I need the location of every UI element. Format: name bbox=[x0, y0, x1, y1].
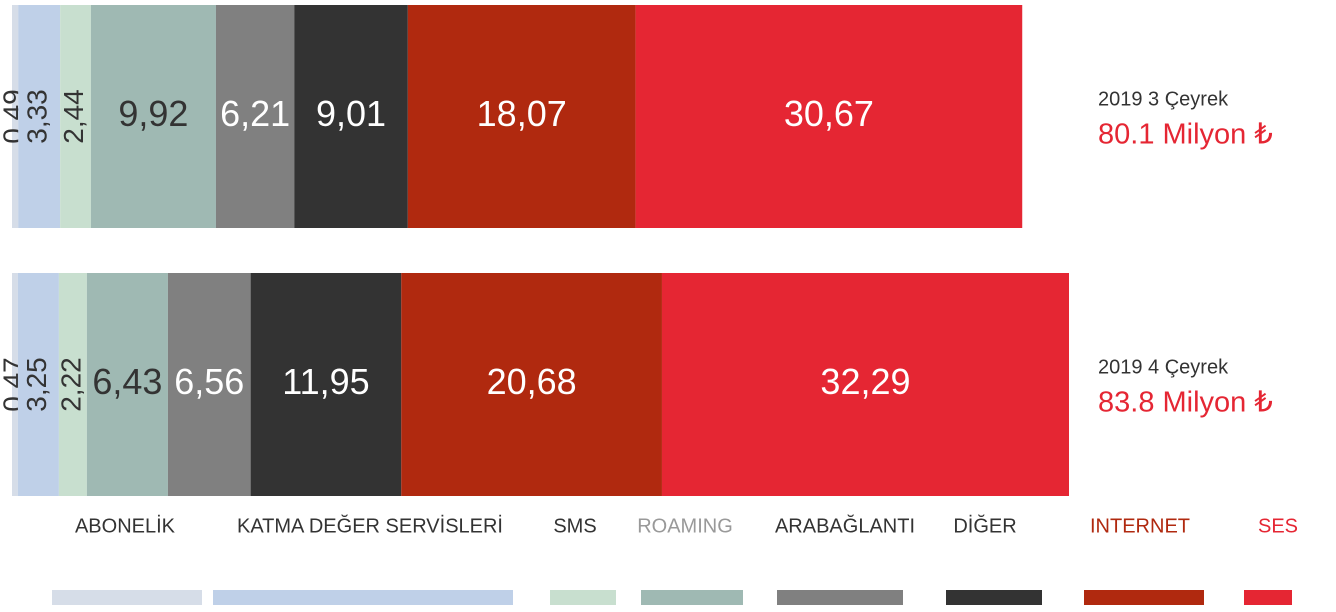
legend-label: ROAMING bbox=[637, 515, 733, 537]
value-label: 3,25 bbox=[21, 357, 52, 412]
legend-label: INTERNET bbox=[1090, 515, 1190, 537]
value-label: 9,92 bbox=[118, 93, 188, 134]
bar-segment bbox=[167, 273, 251, 496]
bar-segment bbox=[90, 5, 216, 228]
legend-swatch bbox=[52, 590, 202, 605]
value-label: 6,43 bbox=[92, 361, 162, 402]
bar-segment bbox=[12, 273, 18, 496]
value-label: 2,22 bbox=[55, 357, 86, 412]
bar-segment bbox=[18, 5, 61, 228]
value-label: 18,07 bbox=[477, 93, 567, 134]
legend-swatch bbox=[213, 590, 513, 605]
bar-segment bbox=[635, 5, 1023, 228]
bar-segment bbox=[58, 273, 87, 496]
legend-label: ABONELİK bbox=[75, 514, 176, 537]
legend-label: SES bbox=[1258, 515, 1298, 537]
legend-swatch bbox=[1084, 590, 1204, 605]
legend-label: ARABAĞLANTI bbox=[775, 514, 915, 537]
legend-swatch bbox=[777, 590, 903, 605]
legend-swatch bbox=[550, 590, 616, 605]
value-label: 30,67 bbox=[784, 93, 874, 134]
bar-segment bbox=[60, 5, 91, 228]
category-label: 2019 3 Çeyrek bbox=[1098, 88, 1229, 110]
value-label: 32,29 bbox=[820, 361, 910, 402]
legend-swatch bbox=[946, 590, 1042, 605]
bar-segment bbox=[407, 5, 636, 228]
bar-segment bbox=[17, 273, 59, 496]
legend-swatch bbox=[641, 590, 743, 605]
value-label: 3,33 bbox=[22, 89, 53, 144]
legend-label: KATMA DEĞER SERVİSLERİ bbox=[237, 514, 503, 537]
category-label: 2019 4 Çeyrek bbox=[1098, 356, 1229, 378]
legend-label: DİĞER bbox=[953, 514, 1016, 537]
value-label: 9,01 bbox=[316, 93, 386, 134]
bar-segment bbox=[661, 273, 1069, 496]
value-label: 20,68 bbox=[487, 361, 577, 402]
total-label: 83.8 Milyon ₺ bbox=[1098, 387, 1273, 419]
bar-segment bbox=[401, 273, 662, 496]
bar-segment bbox=[215, 5, 295, 228]
value-label: 11,95 bbox=[282, 361, 369, 402]
value-label: 2,44 bbox=[58, 89, 89, 144]
bar-segment bbox=[250, 273, 402, 496]
total-label: 80.1 Milyon ₺ bbox=[1098, 119, 1273, 151]
bar-segment bbox=[86, 273, 168, 496]
bar-segment bbox=[12, 5, 19, 228]
bar-segment bbox=[294, 5, 408, 228]
value-label: 6,56 bbox=[174, 361, 244, 402]
value-label: 6,21 bbox=[220, 93, 290, 134]
legend-swatch bbox=[1244, 590, 1292, 605]
legend-label: SMS bbox=[553, 515, 596, 537]
